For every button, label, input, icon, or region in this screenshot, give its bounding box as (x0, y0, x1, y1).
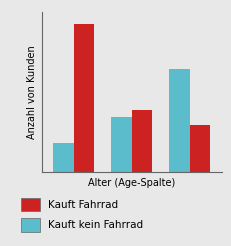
Legend: Kauft Fahrrad, Kauft kein Fahrrad: Kauft Fahrrad, Kauft kein Fahrrad (17, 193, 147, 236)
Y-axis label: Anzahl von Kunden: Anzahl von Kunden (27, 45, 37, 139)
Bar (190, 125, 210, 172)
Bar (111, 117, 132, 172)
Bar (132, 110, 152, 172)
Bar (73, 24, 94, 172)
Bar (170, 69, 190, 172)
Bar (53, 143, 73, 172)
X-axis label: Alter (Age-Spalte): Alter (Age-Spalte) (88, 178, 175, 188)
